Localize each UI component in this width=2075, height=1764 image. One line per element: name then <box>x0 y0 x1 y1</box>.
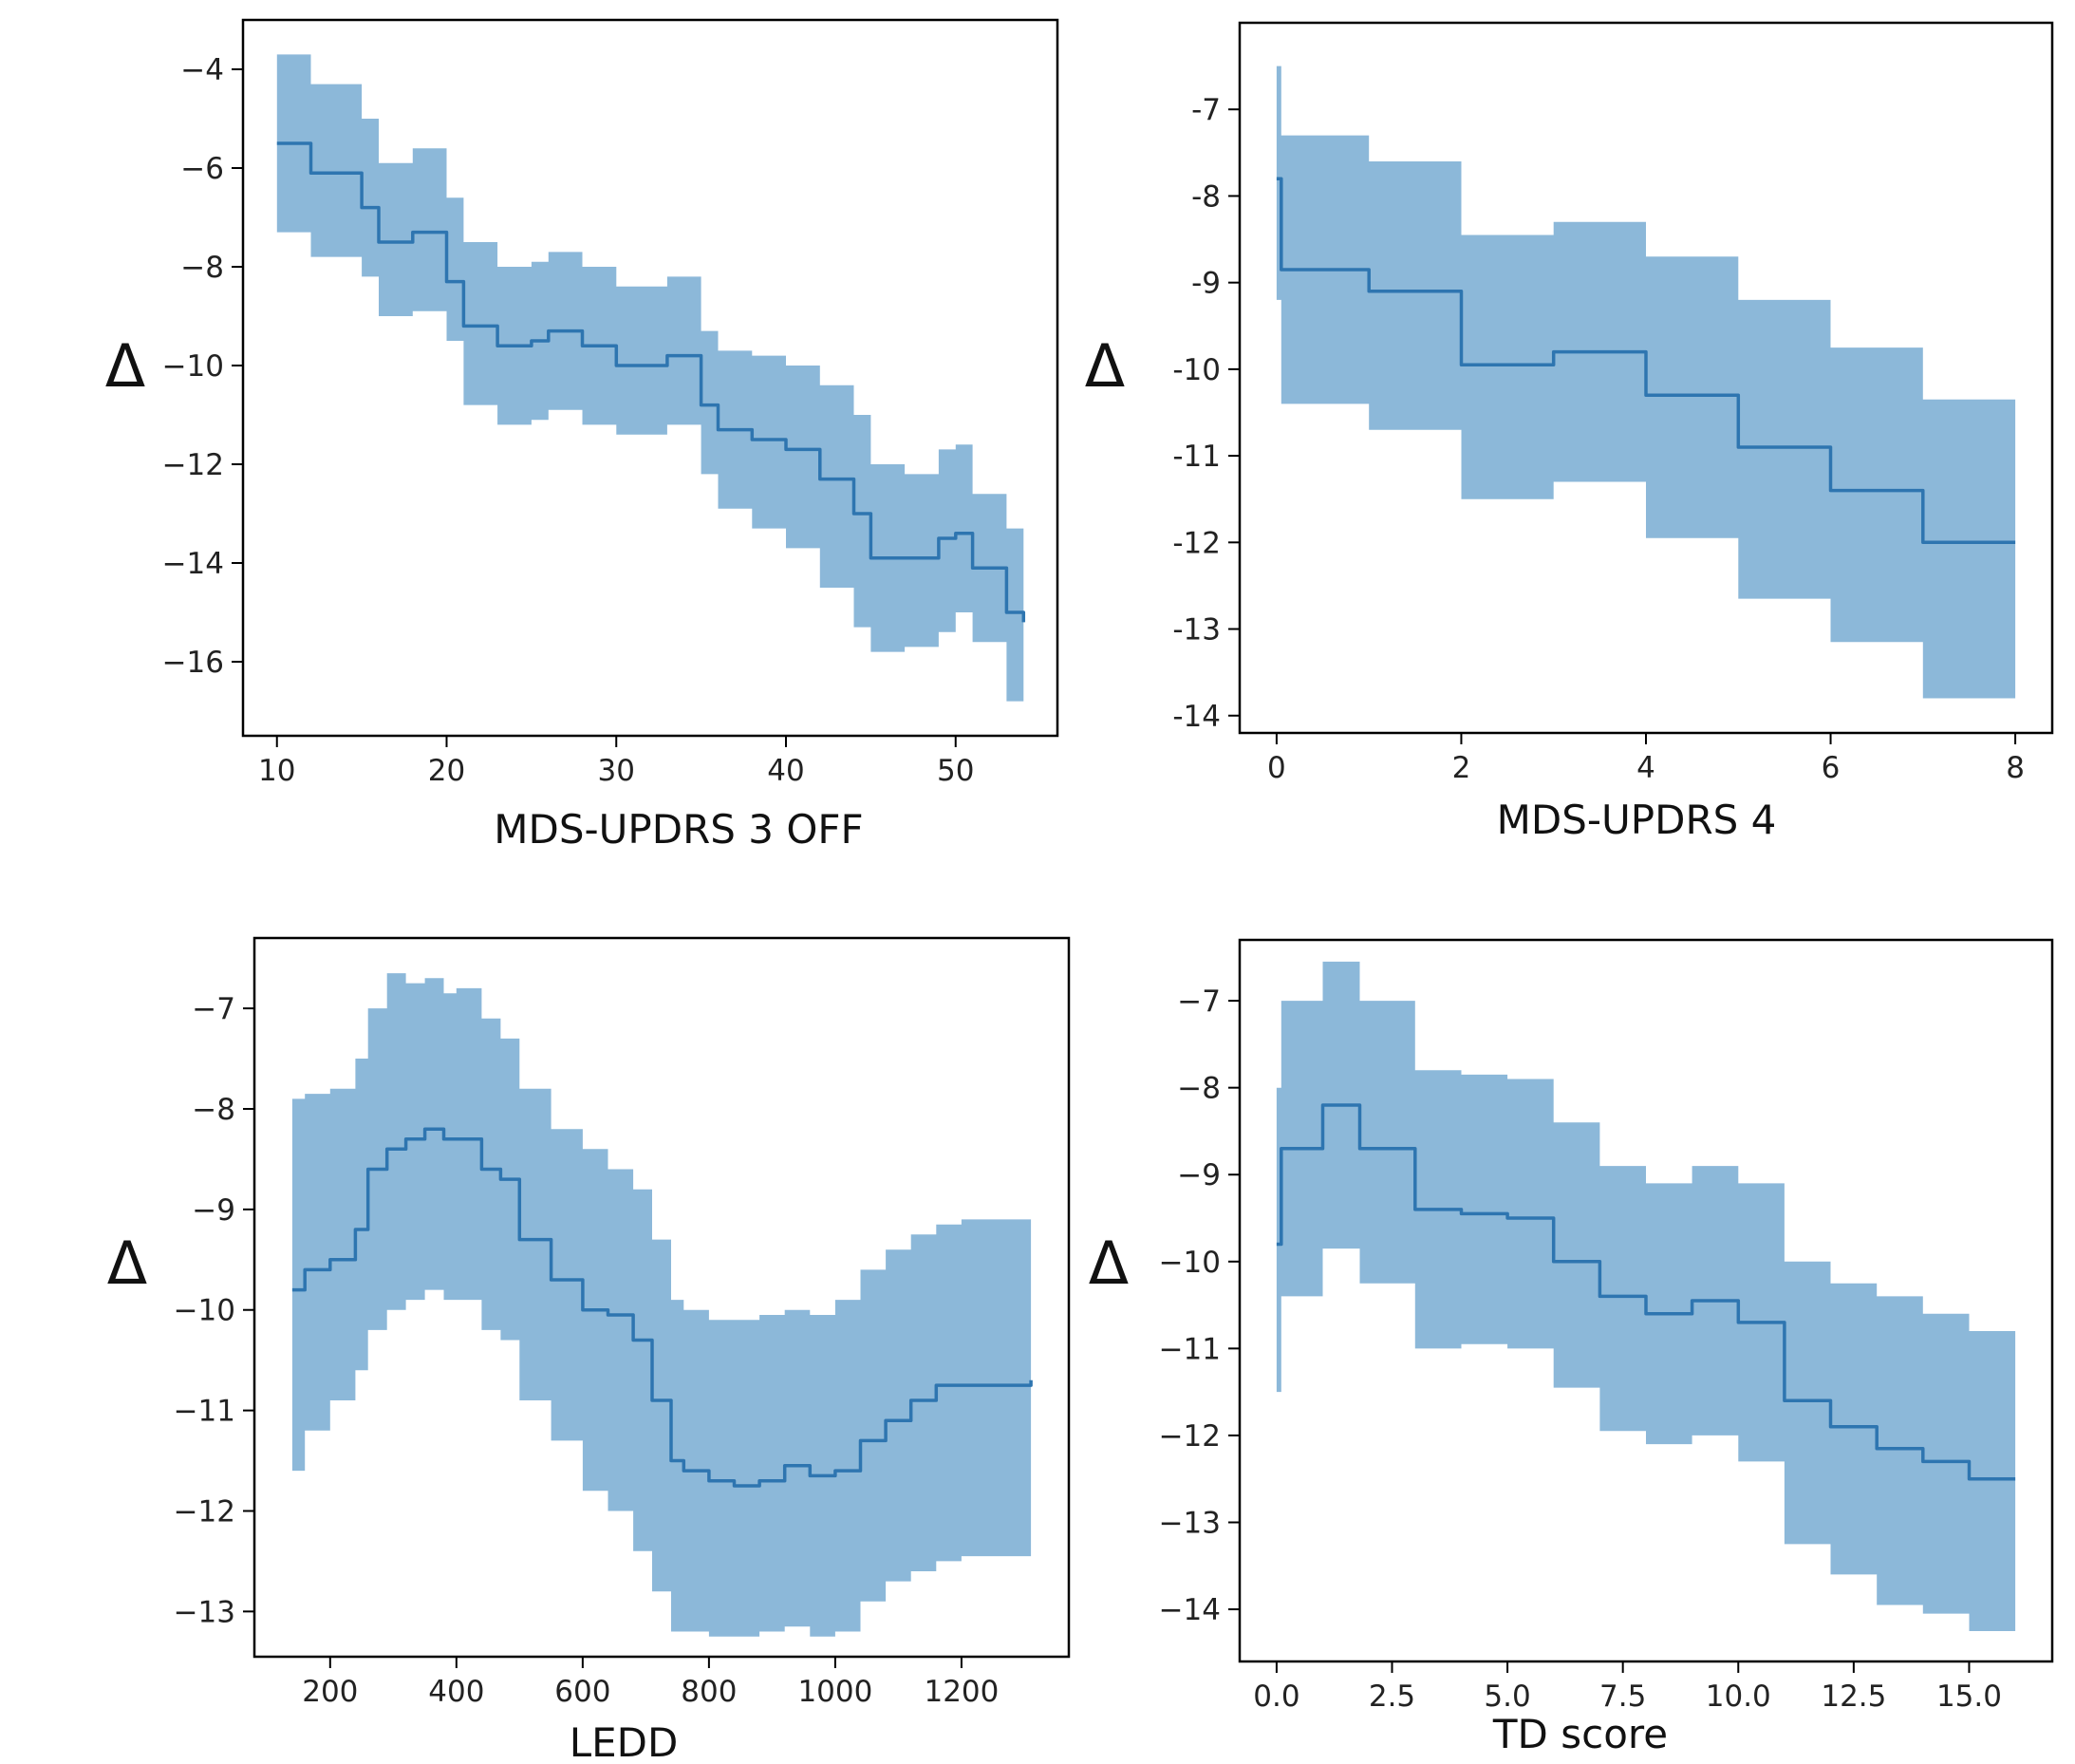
y-tick-label: −8 <box>192 1093 235 1127</box>
x-tick-label: 8 <box>2006 751 2025 785</box>
y-tick-label: -14 <box>1172 700 1221 734</box>
x-tick-label: 0.0 <box>1253 1680 1299 1714</box>
x-tick-label: 6 <box>1822 751 1841 785</box>
y-tick-label: −14 <box>162 547 224 581</box>
x-tick-label: 20 <box>428 754 465 788</box>
x-tick-label: 15.0 <box>1936 1680 2002 1714</box>
x-tick-label: 1000 <box>797 1675 872 1709</box>
y-tick-label: −6 <box>180 152 224 186</box>
mean-line <box>1276 177 2016 545</box>
y-axis-label: Δ <box>1085 331 1125 401</box>
mean-line <box>276 141 1026 623</box>
y-tick-label: −11 <box>174 1395 235 1429</box>
y-tick-label: −9 <box>192 1193 235 1228</box>
chart-panel-4: 0.0 2.5 5.0 7.5 10.0 12.5 15.0 −7 −8 −9 −10 −11 −12 −… <box>1089 938 2054 1757</box>
chart-panel-2: 0 2 4 6 8 -7 -8 -9 -10 -11 -12 -13 -14 MDS-UPDRS 4 Δ <box>1085 21 2054 843</box>
y-tick-label: −10 <box>174 1294 235 1328</box>
x-tick-label: 4 <box>1636 751 1655 785</box>
y-tick-label: −10 <box>162 349 224 384</box>
y-tick-label: −7 <box>1177 985 1221 1019</box>
y-tick-label: -10 <box>1172 353 1221 387</box>
x-tick-label: 30 <box>598 754 635 788</box>
y-tick-label: −4 <box>180 53 224 87</box>
x-axis-label: LEDD <box>570 1719 679 1764</box>
axes-frame <box>252 936 1071 1659</box>
y-tick-label: −13 <box>1159 1506 1221 1540</box>
y-tick-label: -11 <box>1172 440 1221 474</box>
y-tick-label: −8 <box>180 251 224 285</box>
x-axis-label: MDS-UPDRS 4 <box>1497 797 1777 843</box>
x-tick-label: 2.5 <box>1369 1680 1415 1714</box>
y-tick-label: -13 <box>1172 613 1221 647</box>
confidence-band <box>291 973 1032 1637</box>
y-tick-label: −8 <box>1177 1072 1221 1106</box>
x-tick-label: 10.0 <box>1706 1680 1771 1714</box>
x-tick-label: 2 <box>1452 751 1471 785</box>
y-tick-label: −12 <box>162 448 224 482</box>
y-axis-label: Δ <box>1089 1229 1129 1298</box>
x-tick-label: 200 <box>302 1675 358 1709</box>
axes-frame <box>1238 938 2054 1663</box>
mean-line <box>1276 1103 2016 1481</box>
y-tick-label: −12 <box>1159 1419 1221 1454</box>
x-axis-label: TD score <box>1492 1711 1668 1757</box>
y-tick-label: −16 <box>162 646 224 680</box>
x-tick-label: 7.5 <box>1599 1680 1646 1714</box>
y-tick-label: −14 <box>1159 1593 1221 1627</box>
mean-line <box>291 1127 1033 1488</box>
y-tick-label: −11 <box>1159 1332 1221 1366</box>
x-tick-label: 10 <box>258 754 295 788</box>
axes-frame <box>241 18 1059 738</box>
y-tick-label: −13 <box>174 1595 235 1629</box>
x-tick-label: 50 <box>937 754 974 788</box>
x-tick-label: 800 <box>681 1675 737 1709</box>
y-tick-label: −7 <box>192 992 235 1026</box>
chart-panel-3: 200 400 600 800 1000 1200 −7 −8 −9 −10 −11 −12 −13 LE… <box>107 936 1071 1764</box>
y-axis-label: Δ <box>107 1229 147 1298</box>
x-tick-label: 0 <box>1267 751 1286 785</box>
x-axis-label: MDS-UPDRS 3 OFF <box>494 806 863 853</box>
x-tick-label: 600 <box>554 1675 610 1709</box>
x-tick-label: 12.5 <box>1821 1680 1886 1714</box>
y-tick-label: -12 <box>1172 526 1221 560</box>
y-axis-label: Δ <box>105 331 145 401</box>
confidence-band <box>276 54 1024 706</box>
y-tick-label: -7 <box>1191 93 1221 127</box>
x-tick-label: 40 <box>767 754 804 788</box>
y-tick-label: −12 <box>174 1494 235 1529</box>
x-tick-label: 5.0 <box>1484 1680 1530 1714</box>
chart-panel-1: 10 20 30 40 50 −4 −6 −8 −10 −12 −14 −16 MDS-UPDRS 3 … <box>105 18 1059 853</box>
y-tick-label: -9 <box>1191 267 1221 301</box>
y-tick-label: −10 <box>1159 1246 1221 1280</box>
y-tick-label: -8 <box>1191 179 1221 214</box>
x-tick-label: 1200 <box>924 1675 999 1709</box>
x-tick-label: 400 <box>428 1675 484 1709</box>
y-tick-label: −9 <box>1177 1158 1221 1192</box>
